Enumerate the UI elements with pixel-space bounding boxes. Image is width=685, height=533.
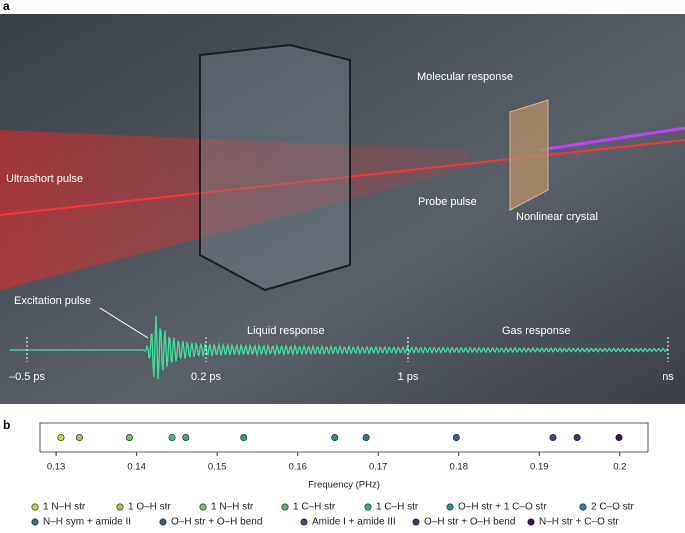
time-label: 0.2 ps — [191, 371, 221, 383]
response-wave — [10, 315, 669, 380]
panel-label: a — [3, 0, 10, 13]
time-label: 1 ps — [398, 371, 419, 383]
annotation: Nonlinear crystal — [516, 211, 598, 223]
pump-beam — [0, 130, 470, 290]
legend-swatch — [300, 518, 308, 526]
output-beam — [539, 126, 685, 152]
x-tick-label: 0.13 — [47, 462, 66, 473]
annotation: Molecular response — [417, 71, 513, 83]
liquid-cell — [199, 43, 351, 292]
legend-label: Amide I + amide III — [312, 517, 396, 528]
x-tick-label: 0.15 — [208, 462, 227, 473]
time-label: ns — [662, 371, 674, 383]
legend-label: N–H str + C–O str — [539, 517, 619, 528]
legend-label: 2 C–O str — [591, 502, 634, 513]
x-tick-label: 0.14 — [127, 462, 146, 473]
x-axis-label: Frequency (PHz) — [308, 480, 380, 491]
crystal — [509, 99, 549, 211]
legend-label: 1 N–H str — [211, 502, 254, 513]
point — [182, 433, 190, 441]
x-tick-label: 0.16 — [288, 462, 307, 473]
x-tick-label: 0.2 — [613, 462, 626, 473]
x-tick-label: 0.17 — [369, 462, 388, 473]
panel-label: b — [3, 418, 10, 432]
legend-swatch — [199, 503, 207, 511]
annotation: Gas response — [502, 325, 570, 337]
arrow — [99, 307, 149, 339]
point — [573, 433, 581, 441]
point — [615, 433, 623, 441]
point — [549, 433, 557, 441]
time-label: –0.5 ps — [9, 371, 46, 383]
annotation: Probe pulse — [418, 196, 477, 208]
legend-swatch — [579, 503, 587, 511]
legend-swatch — [446, 503, 454, 511]
legend-label: N–H sym + amide II — [43, 517, 131, 528]
legend-swatch — [412, 518, 420, 526]
legend-label: 1 N–H str — [43, 502, 86, 513]
x-tick-label: 0.18 — [450, 462, 469, 473]
point — [168, 433, 176, 441]
point — [362, 433, 370, 441]
legend-label: O–H str + 1 C–O str — [458, 502, 547, 513]
plot-frame — [39, 422, 649, 453]
legend-swatch — [527, 518, 535, 526]
legend-swatch — [116, 503, 124, 511]
legend-swatch — [281, 503, 289, 511]
legend-label: 1 O–H str — [128, 502, 171, 513]
legend-swatch — [31, 503, 39, 511]
point — [125, 433, 133, 441]
point — [57, 433, 65, 441]
point — [452, 433, 460, 441]
point — [75, 433, 83, 441]
legend-label: 1 C–H str — [293, 502, 336, 513]
legend-swatch — [159, 518, 167, 526]
legend-swatch — [31, 518, 39, 526]
legend-swatch — [364, 503, 372, 511]
annotation: Ultrashort pulse — [6, 173, 83, 185]
annotation: Excitation pulse — [14, 295, 91, 307]
annotation: Liquid response — [247, 325, 325, 337]
probe-beam — [0, 139, 685, 216]
point — [240, 433, 248, 441]
legend-label: O–H str + O–H bend — [424, 517, 515, 528]
x-tick-label: 0.19 — [530, 462, 549, 473]
point — [331, 433, 339, 441]
legend-label: 1 C–H str — [376, 502, 419, 513]
legend-label: O–H str + O–H bend — [171, 517, 262, 528]
